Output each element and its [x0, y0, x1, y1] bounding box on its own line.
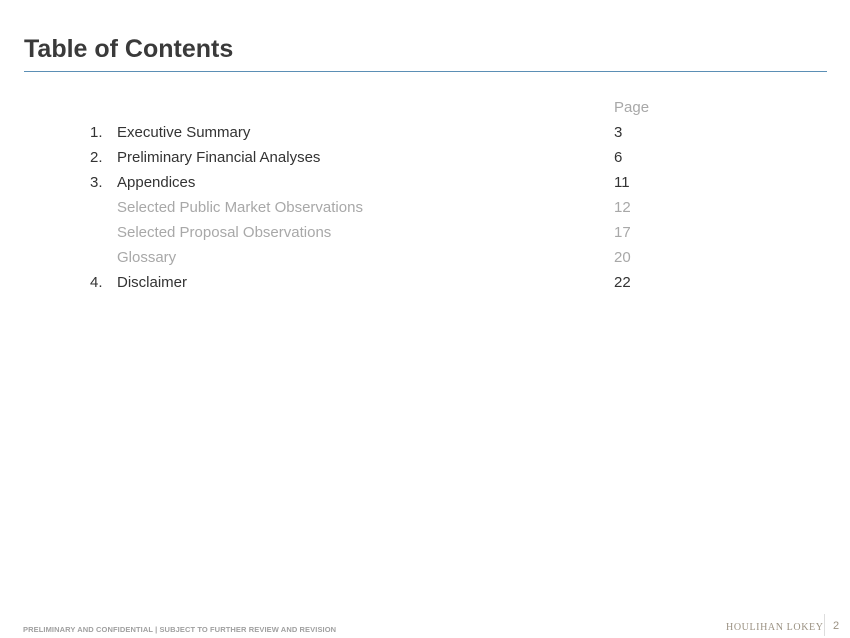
- page-title: Table of Contents: [24, 35, 234, 63]
- toc-item-label: Appendices: [117, 174, 196, 191]
- footer-divider: [824, 614, 825, 636]
- toc-item-number: 1.: [90, 124, 103, 141]
- toc-item-label: Selected Proposal Observations: [117, 224, 332, 241]
- toc-item-number: 4.: [90, 274, 103, 291]
- toc-item-page: 17: [614, 224, 631, 241]
- toc-item-label: Executive Summary: [117, 124, 251, 141]
- toc-item-label: Glossary: [117, 249, 177, 266]
- toc-item-number: 3.: [90, 174, 103, 191]
- toc-item-page: 3: [614, 124, 623, 141]
- page-number: 2: [833, 620, 840, 632]
- toc-item-page: 22: [614, 274, 631, 291]
- toc-item-page: 12: [614, 199, 631, 216]
- toc-item[interactable]: 2. Preliminary Financial Analyses 6: [0, 149, 850, 169]
- page-column-header: Page: [614, 99, 650, 116]
- toc-item-page: 20: [614, 249, 631, 266]
- toc-item[interactable]: 4. Disclaimer 22: [0, 274, 850, 294]
- toc-subitem[interactable]: Glossary 20: [0, 249, 850, 269]
- toc-item[interactable]: 3. Appendices 11: [0, 174, 850, 194]
- toc-item-page: 6: [614, 149, 623, 166]
- company-logo: HOULIHAN LOKEY: [726, 622, 824, 633]
- toc-subitem[interactable]: Selected Proposal Observations 17: [0, 224, 850, 244]
- toc-item-label: Selected Public Market Observations: [117, 199, 363, 216]
- toc-item-label: Disclaimer: [117, 274, 188, 291]
- toc-item-number: 2.: [90, 149, 103, 166]
- toc-subitem[interactable]: Selected Public Market Observations 12: [0, 199, 850, 219]
- toc-item-label: Preliminary Financial Analyses: [117, 149, 321, 166]
- title-divider: [24, 71, 827, 72]
- confidentiality-note: PRELIMINARY AND CONFIDENTIAL | SUBJECT T…: [23, 625, 337, 634]
- toc-item[interactable]: 1. Executive Summary 3: [0, 124, 850, 144]
- toc-item-page: 11: [614, 174, 630, 191]
